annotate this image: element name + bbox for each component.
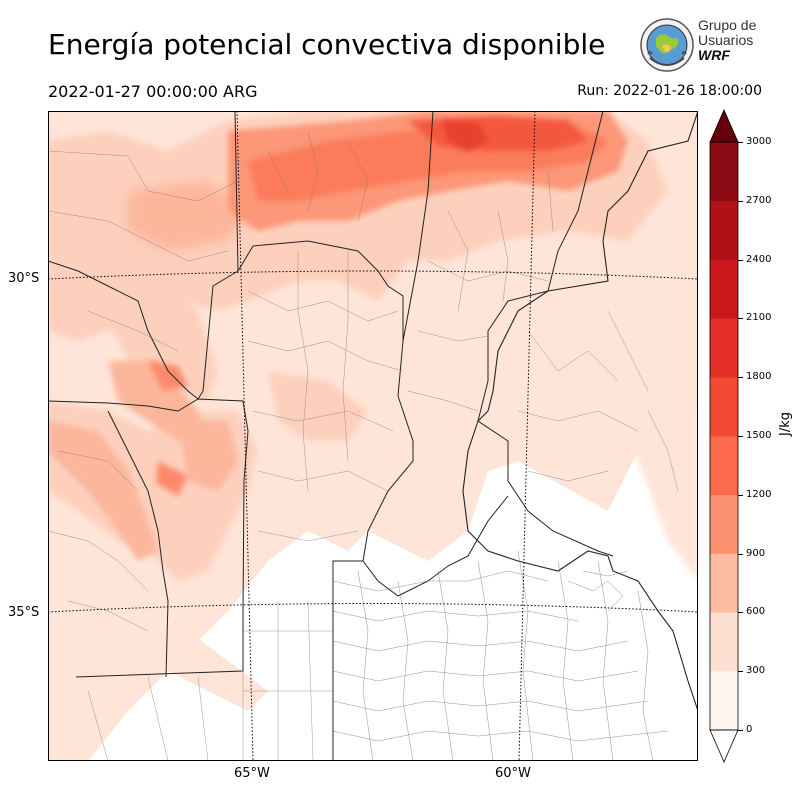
coastline [462, 111, 698, 712]
colorbar-band [710, 377, 738, 437]
colorbar-tick-mark [738, 200, 743, 202]
colorbar-tick-label: 300 [746, 665, 766, 677]
colorbar-tick-label: 1500 [746, 430, 772, 441]
valid-time: 2022-01-27 00:00:00 ARG [48, 82, 258, 101]
colorbar-bands [710, 142, 738, 731]
logo-line1: Grupo de [698, 17, 757, 33]
colorbar-min-extension [709, 729, 739, 763]
colorbar-tick-label: 1800 [746, 371, 772, 383]
colorbar-tick-label: 2100 [746, 312, 772, 324]
grupo-usuarios-wrf-logo: Grupo de Usuarios WRF [638, 16, 778, 76]
lon-label-65w: 65°W [234, 766, 270, 781]
colorbar-band [710, 612, 738, 672]
colorbar-tick-mark [738, 671, 743, 673]
colorbar-tick-mark [738, 612, 743, 614]
logo-line2: Usuarios [698, 32, 754, 48]
cape-map [48, 111, 698, 761]
colorbar-tick-mark [738, 377, 743, 379]
globe-logo-icon [640, 18, 694, 72]
colorbar-tick-mark [738, 730, 743, 731]
colorbar-band [710, 436, 738, 496]
map-frame [48, 111, 698, 761]
colorbar-band [710, 494, 738, 554]
lat-label-35s: 35°S [8, 605, 40, 620]
colorbar-band [710, 318, 738, 378]
colorbar [709, 109, 739, 763]
colorbar-tick-mark [738, 142, 743, 143]
colorbar-tick-label: 1200 [746, 488, 772, 500]
colorbar-tick-mark [738, 259, 743, 261]
colorbar-tick-label: 2400 [746, 253, 772, 265]
colorbar-band [710, 259, 738, 319]
colorbar-tick-mark [738, 318, 743, 320]
colorbar-tick-label: 2700 [746, 194, 772, 206]
colorbar-tick-label: 0 [746, 724, 753, 735]
map-title: Energía potencial convectiva disponible [48, 28, 606, 61]
colorbar-tick-label: 3000 [746, 136, 772, 147]
run-time: Run: 2022-01-26 18:00:00 [577, 83, 762, 99]
colorbar-max-extension [709, 109, 739, 143]
department-boundaries [48, 130, 679, 761]
graticule [48, 111, 698, 761]
lat-label-30s: 30°S [8, 271, 40, 286]
colorbar-band [710, 200, 738, 260]
colorbar-unit: J/kg [778, 412, 793, 436]
buenos-aires-partidos [332, 550, 669, 761]
colorbar-tick-mark [738, 553, 743, 555]
logo-line3: WRF [698, 47, 730, 63]
colorbar-tick-mark [738, 494, 743, 496]
colorbar-tick-label: 600 [746, 606, 766, 618]
colorbar-band [710, 142, 738, 202]
colorbar-band [710, 553, 738, 613]
lon-label-60w: 60°W [495, 766, 531, 781]
logo-text: Grupo de Usuarios WRF [698, 18, 756, 63]
colorbar-band [710, 671, 738, 731]
colorbar-tick-label: 900 [746, 547, 766, 559]
colorbar-tick-mark [738, 436, 743, 437]
